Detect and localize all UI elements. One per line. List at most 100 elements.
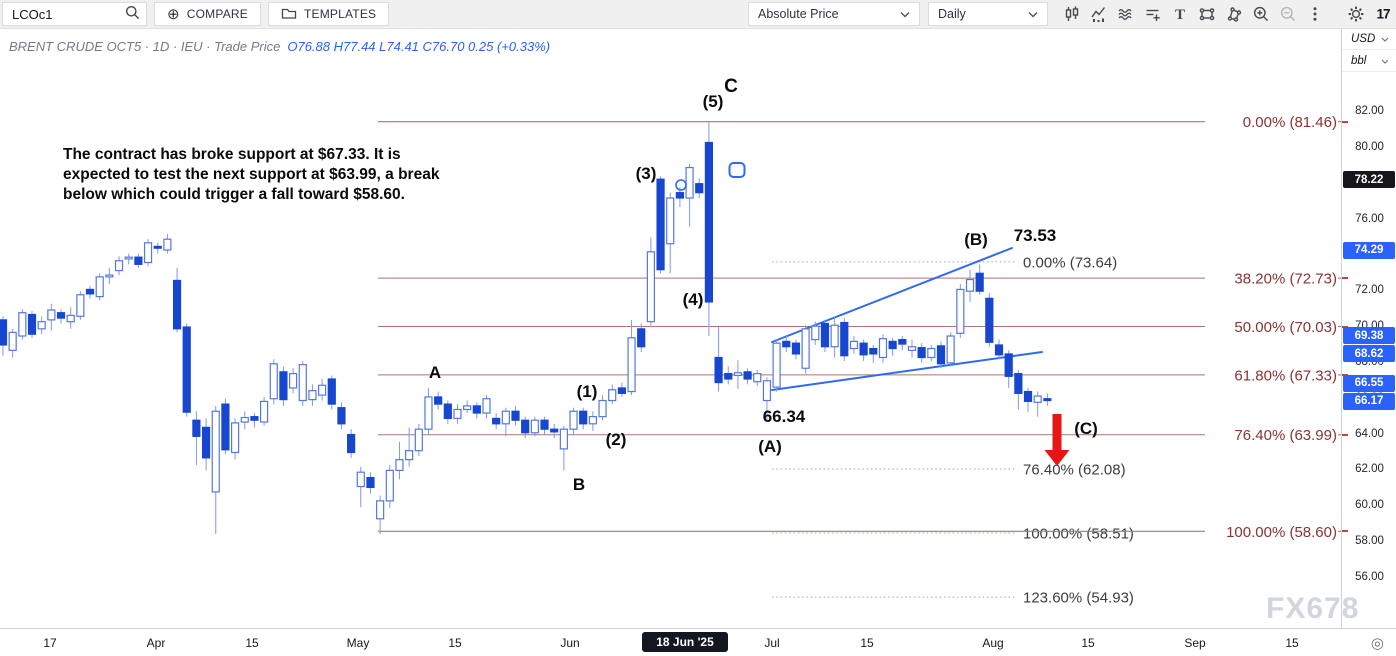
candle-body (946, 335, 955, 364)
wave-label: (1) (577, 382, 598, 401)
wave-label: (4) (683, 290, 704, 309)
wave-label: 66.34 (763, 407, 806, 426)
candle-body (66, 314, 75, 323)
time-axis-label[interactable]: 15 (448, 636, 462, 650)
search-icon (125, 5, 140, 23)
price-badge: 66.55 (1343, 374, 1395, 392)
candle-body (405, 450, 414, 461)
candle-body (434, 396, 443, 405)
price-axis[interactable]: USD bbl 82.0080.0078.0076.0074.0072.0070… (1341, 28, 1396, 628)
candle-body (559, 428, 568, 450)
tradingview-logo: 17 (1369, 2, 1396, 26)
candle-body (230, 422, 240, 454)
rectangle-tool-icon[interactable] (1193, 2, 1220, 26)
wave-label: C (724, 76, 738, 97)
candle-body (201, 426, 211, 459)
candle-body (453, 408, 462, 420)
zoom-in-icon[interactable] (1247, 2, 1274, 26)
down-arrow-marker[interactable] (1044, 414, 1070, 466)
candle-body (85, 288, 95, 295)
fib1-level-label: 0.00% (81.46) (1243, 114, 1337, 131)
time-axis-label[interactable]: Aug (982, 636, 1004, 650)
fib2-level-label: 123.60% (54.93) (1023, 590, 1134, 607)
fib2-level-label: 76.40% (62.08) (1023, 461, 1126, 478)
candle-body (1033, 395, 1042, 403)
price-badge: 66.17 (1343, 392, 1395, 410)
candle-body (308, 390, 317, 401)
symbol-search-input[interactable]: LCOc1 (2, 2, 147, 26)
text-tool-icon[interactable]: T (1166, 2, 1193, 26)
chart-pane[interactable]: BRENT CRUDE OCT5 · 1D · IEU · Trade Pric… (0, 28, 1341, 628)
candle-body (569, 410, 578, 430)
time-axis-label[interactable]: 15 (245, 636, 259, 650)
time-axis-label[interactable]: 17 (43, 636, 57, 650)
time-axis-label[interactable]: 15 (860, 636, 874, 650)
fib-axis-tick (1342, 433, 1348, 436)
legend-title: BRENT CRUDE OCT5 · 1D · IEU · Trade Pric… (9, 39, 281, 54)
time-axis[interactable]: 17 Apr 15 May 15 Jun 18 Jun '25 Jul 15 Aug 15 Sep 15 (0, 628, 1341, 656)
candle-body (907, 346, 917, 351)
price-line-icon[interactable] (1139, 2, 1166, 26)
candle-body (182, 326, 191, 413)
zoom-out-icon[interactable] (1274, 2, 1301, 26)
candle-body (617, 387, 626, 394)
chevron-down-icon (1381, 55, 1389, 67)
wave-label: B (573, 475, 585, 494)
candle-body (753, 373, 762, 383)
analysis-text-note[interactable]: The contract has broke support at $67.33… (63, 146, 440, 203)
candle-body (482, 398, 491, 414)
candle-body (18, 312, 27, 337)
svg-text:T: T (1174, 7, 1184, 23)
candle-body (1043, 398, 1052, 402)
price-mode-select[interactable]: Absolute Price (748, 2, 920, 26)
price-badge: 78.22 (1343, 171, 1395, 189)
wave-label: (B) (964, 230, 988, 249)
more-options-icon[interactable] (1301, 2, 1328, 26)
currency-select[interactable]: USD (1342, 28, 1396, 50)
candle-body (37, 321, 46, 330)
time-axis-label[interactable]: Apr (146, 636, 166, 650)
candle-body (656, 178, 665, 271)
fib-axis-tick (1342, 530, 1348, 533)
price-tick-label: 76.00 (1355, 212, 1384, 225)
polygon-tool-icon[interactable] (1220, 2, 1247, 26)
time-axis-selected-date[interactable]: 18 Jun '25 (642, 632, 728, 652)
time-axis-label[interactable]: Jul (764, 636, 780, 650)
candle-body (134, 256, 143, 265)
settings-gear-icon[interactable] (1342, 2, 1369, 26)
candle-body (588, 416, 597, 425)
fib-axis-tick (1342, 120, 1348, 123)
unit-select[interactable]: bbl (1342, 50, 1396, 72)
fx678-watermark: FX678 (1266, 592, 1360, 625)
time-axis-label[interactable]: Jun (560, 636, 580, 650)
top-toolbar: LCOc1 ⊕ COMPARE TEMPLATES Absolute Price… (0, 0, 1396, 29)
candle-body (472, 405, 481, 414)
candle-body (637, 328, 646, 348)
candle-body (859, 342, 868, 356)
candle-body (501, 410, 510, 425)
legend-ohlc-values: O76.88 H77.44 L74.41 C76.70 0.25 (+0.33%… (287, 39, 551, 54)
candle-body (762, 380, 772, 402)
time-axis-label[interactable]: Sep (1184, 636, 1206, 650)
time-axis-label[interactable]: 15 (1081, 636, 1095, 650)
candle-body (356, 471, 365, 488)
candle-body (240, 416, 249, 423)
fib1-level-label: 61.80% (67.33) (1234, 367, 1337, 384)
candle-body (801, 328, 810, 369)
fib2-level-label: 100.00% (58.51) (1023, 525, 1134, 542)
square-marker[interactable] (728, 162, 746, 178)
interval-select[interactable]: Daily (928, 2, 1048, 26)
compare-waves-icon[interactable] (1112, 2, 1139, 26)
circle-marker[interactable] (675, 179, 687, 191)
indicators-icon[interactable] (1085, 2, 1112, 26)
candle-body (820, 322, 830, 348)
candle-body (27, 313, 37, 335)
compare-button[interactable]: ⊕ COMPARE (154, 2, 261, 26)
time-axis-label[interactable]: May (346, 636, 370, 650)
candlestick-style-icon[interactable] (1058, 2, 1085, 26)
time-axis-label[interactable]: 15 (1285, 636, 1299, 650)
price-tick-label: 82.00 (1355, 105, 1384, 117)
trendline[interactable] (771, 351, 1043, 391)
templates-button[interactable]: TEMPLATES (267, 2, 390, 26)
